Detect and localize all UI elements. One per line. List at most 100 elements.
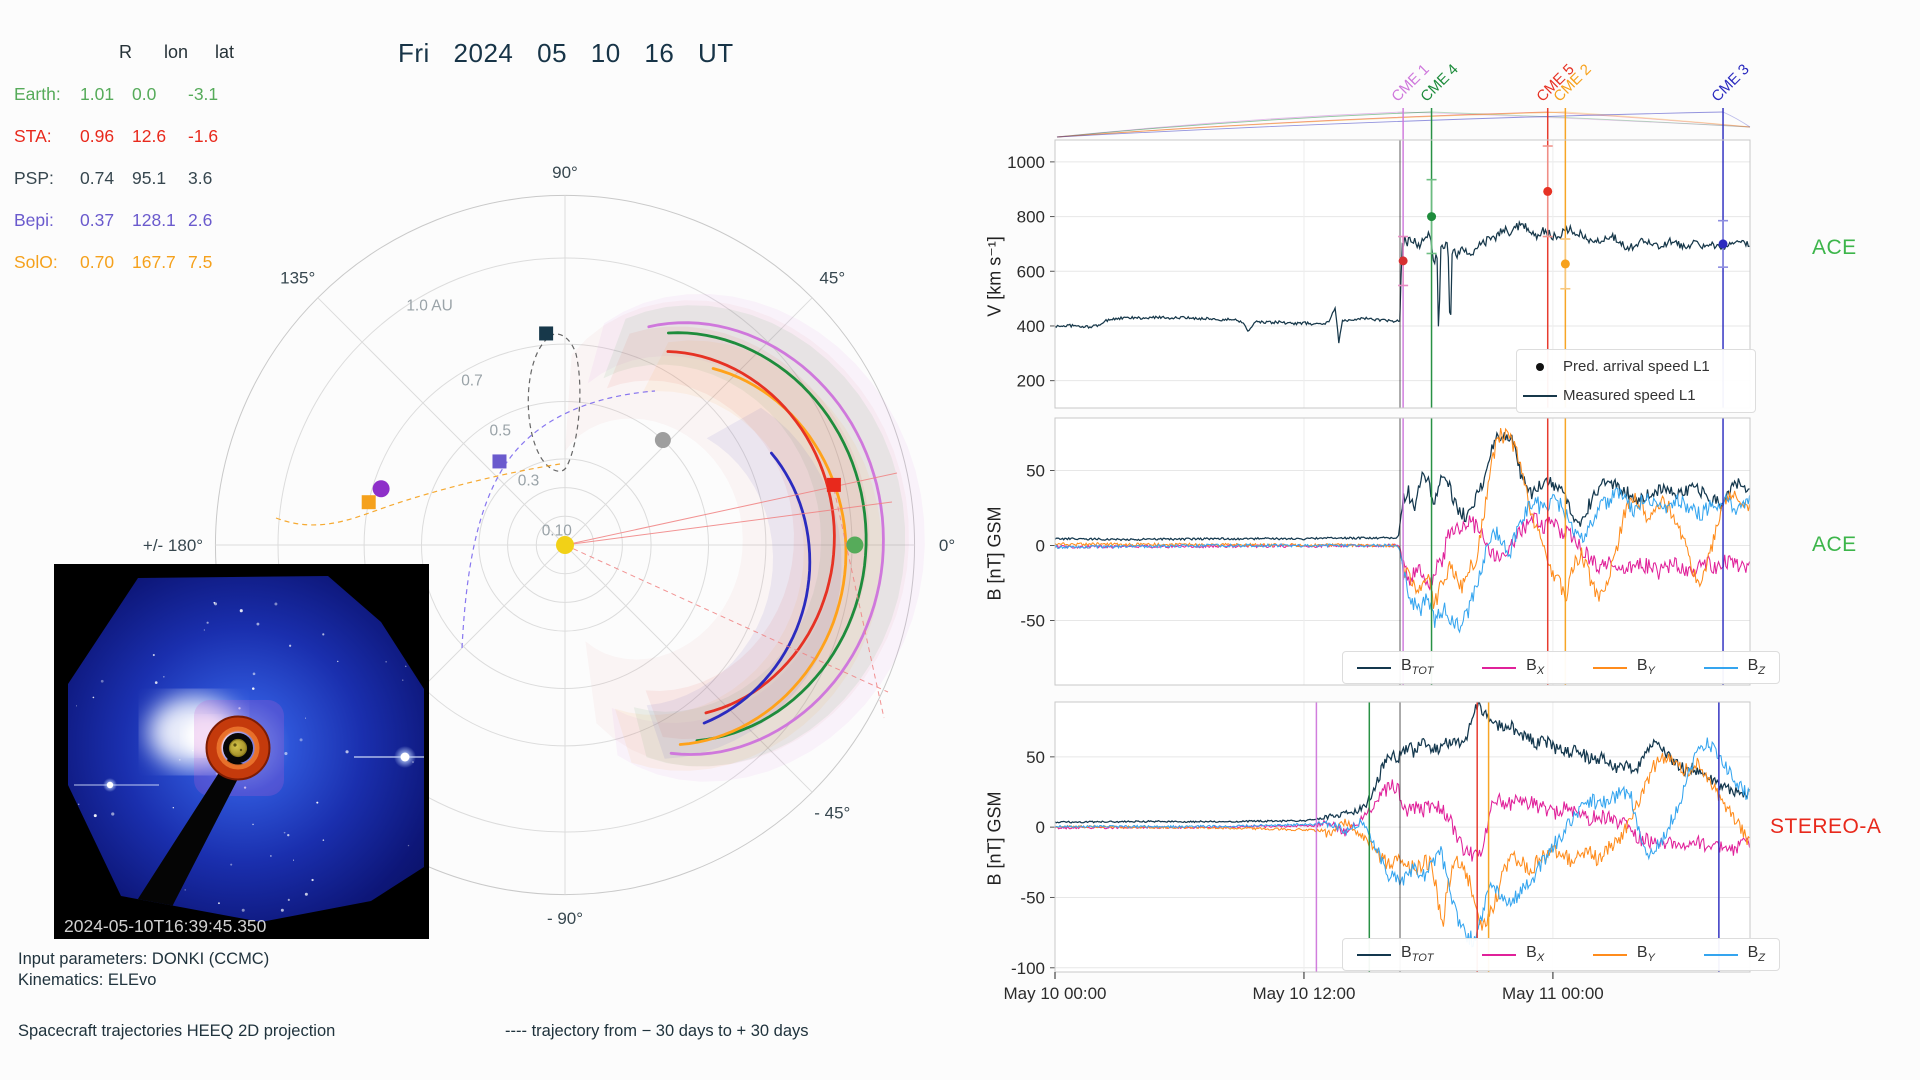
connector2-cme-3: [1722, 111, 1751, 128]
legend-entry-btot: BTOT: [1357, 944, 1433, 965]
uncertainty-cme-1: [587, 294, 925, 782]
coronagraph-image: 2024-05-10T16:39:45.350: [54, 564, 429, 939]
legend-measured: Measured speed L1: [1517, 387, 1755, 404]
position-row-psp: PSP: 0.74 95.1 3.6: [14, 168, 228, 189]
psp-trajectory: [527, 333, 581, 472]
lon-value: 167.7: [132, 252, 176, 272]
shade-wide-pink: [565, 300, 909, 767]
star: [270, 855, 272, 857]
angle-label-+/- 180°: +/- 180°: [143, 536, 203, 555]
pred-marker-cme-2: [1560, 238, 1571, 290]
source-label-ace-0: ACE: [1812, 236, 1857, 259]
star: [203, 629, 205, 631]
cme-front-cme-3: [702, 451, 812, 725]
cme-front-cme-4: [667, 331, 868, 742]
lat-value: -3.1: [188, 84, 219, 104]
star: [293, 859, 295, 861]
series-measured speed l1-solar_wind_speed_L1: [1055, 219, 1750, 344]
legend-entry-bz: BZ: [1703, 944, 1765, 965]
star: [289, 644, 292, 647]
r-value: 0.37: [80, 210, 115, 230]
panel-frame-solar_wind_speed_L1: [1054, 139, 1751, 409]
star: [322, 633, 325, 636]
measured-line-icon: [1517, 394, 1563, 397]
speed-legend: Pred. arrival speed L1 Measured speed L1: [1516, 349, 1756, 413]
coronagraph-svg: 2024-05-10T16:39:45.350: [54, 564, 429, 939]
star: [214, 602, 218, 606]
ytick-label: 1000: [1007, 153, 1045, 172]
c2-inner-glow: [216, 726, 260, 770]
coronagraph-timestamp: 2024-05-10T16:39:45.350: [64, 916, 267, 936]
angle-label-- 90°: - 90°: [547, 909, 583, 928]
star: [256, 622, 260, 626]
spoke-135: [317, 297, 566, 546]
star: [305, 717, 307, 719]
star: [206, 621, 209, 624]
lon-value: 12.6: [132, 126, 167, 146]
c2-red-ring: [207, 717, 269, 779]
star: [337, 660, 339, 663]
xtick-label-0: May 10 00:00: [1003, 984, 1107, 1003]
legend-swatch-icon: [1703, 666, 1738, 669]
ytick-label: 50: [1026, 748, 1045, 767]
star: [252, 823, 254, 826]
ring-1.218: [214, 194, 916, 896]
star: [172, 807, 174, 809]
r-value: 0.96: [80, 126, 115, 146]
spoke-315: [564, 544, 813, 793]
star: [238, 707, 241, 710]
position-row-bepi: Bepi: 0.37 128.1 2.6: [14, 210, 228, 231]
star: [241, 908, 245, 912]
star: [283, 831, 286, 834]
star: [163, 676, 165, 678]
page-title: Fri 2024 05 10 16 UT: [398, 38, 734, 68]
star: [93, 814, 97, 818]
series-b-tot-stereo_a_b_gsm: [1055, 702, 1750, 824]
position-row-solo: SolO: 0.70 167.7 7.5: [14, 252, 228, 273]
legend-entry-label: BTOT: [1401, 657, 1434, 678]
col-r: R: [119, 42, 132, 62]
r-value: 0.70: [80, 252, 115, 272]
legend-pred-label: Pred. arrival speed L1: [1563, 358, 1710, 375]
legend-entry-bz: BZ: [1703, 657, 1765, 678]
legend-entry-label: BY: [1636, 944, 1655, 965]
lon-value: 128.1: [132, 210, 176, 230]
star: [345, 750, 349, 754]
legend-swatch-icon: [1592, 953, 1627, 956]
star: [252, 687, 255, 690]
angle-label-- 45°: - 45°: [814, 803, 850, 822]
lat-value: 7.5: [188, 252, 213, 272]
projection-note: Spacecraft trajectories HEEQ 2D projecti…: [18, 1022, 336, 1040]
series-b-y-stereo_a_b_gsm: [1055, 752, 1750, 931]
star: [322, 839, 325, 841]
xtick-label-12: May 10 12:00: [1252, 984, 1356, 1003]
legend-entry-bx: BX: [1482, 944, 1544, 965]
connector-cme-4: [1056, 111, 1432, 138]
b-legend-ace_b_gsm: BTOT BX BY BZ: [1342, 651, 1780, 684]
input-parameters-note: Input parameters: DONKI (CCMC): [18, 950, 270, 968]
series-b-z-stereo_a_b_gsm: [1055, 737, 1750, 948]
legend-pred-arrival: Pred. arrival speed L1: [1517, 358, 1755, 375]
source-label-ace-1: ACE: [1812, 533, 1857, 556]
position-table-rows: Earth: 1.01 0.0 -3.1 STA: 0.96 12.6 -1.6 PSP: 0.7…: [14, 84, 228, 273]
body-label: SolO:: [14, 252, 58, 272]
star: [299, 738, 303, 742]
lat-value: -1.6: [188, 126, 219, 146]
body-label: Earth:: [14, 84, 61, 104]
angle-label-0°: 0°: [939, 536, 955, 555]
connector2-cme-5: [1547, 111, 1751, 128]
ring-label-0.7: 0.7: [461, 373, 483, 390]
spacecraft-position-table: R lon lat Earth: 1.01 0.0 -3.1 STA: 0.96 12.6 -…: [14, 42, 234, 273]
sun-euv-disk: [228, 738, 248, 758]
body-label: Bepi:: [14, 210, 54, 230]
star: [230, 863, 233, 866]
legend-entry-by: BY: [1592, 944, 1655, 965]
pred-marker-cme-3: [1718, 219, 1729, 268]
cme-front-cme-1: [647, 321, 885, 756]
ring-label-0.3: 0.3: [518, 473, 540, 490]
star: [252, 672, 256, 676]
pred-marker-cme-5: [1542, 145, 1553, 238]
star: [287, 833, 290, 837]
star: [385, 660, 387, 663]
series-b-z-ace_b_gsm: [1055, 487, 1750, 634]
